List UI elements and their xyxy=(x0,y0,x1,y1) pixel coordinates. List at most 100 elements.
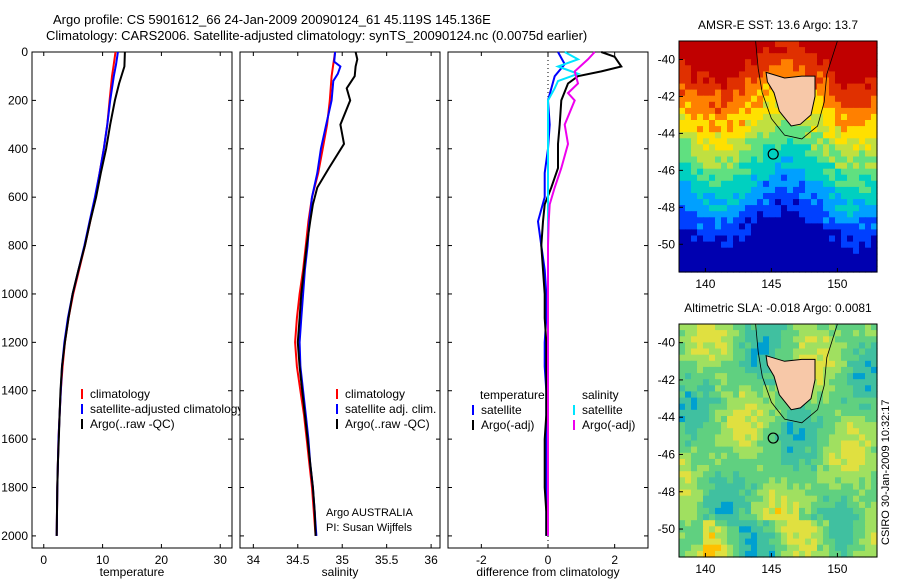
heatmap-cell xyxy=(865,336,872,343)
heatmap-cell xyxy=(811,101,818,109)
heatmap-cell xyxy=(775,186,782,194)
heatmap-cell xyxy=(775,495,782,503)
heatmap-cell xyxy=(685,514,692,521)
heatmap-cell xyxy=(823,71,830,79)
heatmap-cell xyxy=(775,507,782,515)
heatmap-cell xyxy=(745,391,752,399)
heatmap-cell xyxy=(739,144,746,151)
map-y-tick-label: -46 xyxy=(658,163,676,177)
heatmap-cell xyxy=(859,47,866,54)
heatmap-cell xyxy=(685,174,692,182)
heatmap-cell xyxy=(697,168,704,176)
heatmap-cell xyxy=(805,483,812,491)
heatmap-cell xyxy=(763,391,770,399)
heatmap-cell xyxy=(733,162,740,170)
heatmap-cell xyxy=(709,526,716,533)
heatmap-cell xyxy=(751,41,758,48)
heatmap-cell xyxy=(841,550,848,558)
heatmap-cell xyxy=(691,41,698,48)
heatmap-cell xyxy=(709,409,716,417)
heatmap-cell xyxy=(685,180,692,188)
heatmap-cell xyxy=(685,83,692,91)
heatmap-cell xyxy=(781,253,788,261)
heatmap-cell xyxy=(787,156,794,164)
heatmap-cell xyxy=(691,193,698,200)
heatmap-cell xyxy=(787,65,794,72)
heatmap-cell xyxy=(727,211,734,218)
heatmap-cell xyxy=(727,71,734,79)
heatmap-cell xyxy=(721,446,728,454)
heatmap-cell xyxy=(769,324,776,331)
heatmap-cell xyxy=(715,507,722,515)
heatmap-cell xyxy=(727,53,734,60)
heatmap-cell xyxy=(733,458,740,466)
heatmap-cell xyxy=(859,458,866,466)
heatmap-cell xyxy=(853,391,860,399)
heatmap-cell xyxy=(733,446,740,454)
heatmap-cell xyxy=(715,53,722,60)
heatmap-cell xyxy=(721,452,728,460)
heatmap-cell xyxy=(679,348,686,356)
heatmap-cell xyxy=(781,330,788,337)
heatmap-cell xyxy=(847,205,854,212)
heatmap-cell xyxy=(847,83,854,91)
heatmap-cell xyxy=(781,434,788,442)
heatmap-cell xyxy=(829,89,836,97)
heatmap-cell xyxy=(865,156,872,164)
heatmap-cell xyxy=(871,211,878,218)
annotation-line: Argo AUSTRALIA xyxy=(326,507,413,519)
heatmap-cell xyxy=(721,101,728,109)
heatmap-cell xyxy=(805,446,812,454)
heatmap-cell xyxy=(739,199,746,206)
heatmap-cell xyxy=(769,205,776,212)
heatmap-cell xyxy=(727,223,734,231)
y-tick-label: 2000 xyxy=(1,529,28,543)
heatmap-cell xyxy=(775,324,782,331)
heatmap-cell xyxy=(841,458,848,466)
heatmap-cell xyxy=(853,120,860,127)
heatmap-cell xyxy=(871,550,878,558)
heatmap-cell xyxy=(757,373,764,380)
heatmap-cell xyxy=(697,205,704,212)
heatmap-cell xyxy=(733,354,740,362)
heatmap-cell xyxy=(811,59,818,66)
heatmap-cell xyxy=(715,132,722,139)
heatmap-cell xyxy=(823,483,830,491)
heatmap-cell xyxy=(679,495,686,503)
heatmap-cell xyxy=(697,483,704,491)
heatmap-cell xyxy=(709,59,716,66)
heatmap-cell xyxy=(715,458,722,466)
heatmap-cell xyxy=(727,77,734,85)
heatmap-cell xyxy=(709,223,716,231)
heatmap-cell xyxy=(841,162,848,170)
heatmap-cell xyxy=(727,101,734,109)
heatmap-cell xyxy=(805,501,812,509)
heatmap-cell xyxy=(841,71,848,79)
heatmap-cell xyxy=(697,544,704,552)
heatmap-cell xyxy=(739,186,746,194)
heatmap-cell xyxy=(847,330,854,337)
heatmap-cell xyxy=(697,223,704,231)
heatmap-cell xyxy=(835,77,842,85)
heatmap-cell xyxy=(679,550,686,558)
heatmap-cell xyxy=(679,132,686,139)
heatmap-cell xyxy=(685,217,692,224)
heatmap-cell xyxy=(757,168,764,176)
heatmap-cell xyxy=(823,397,830,405)
heatmap-cell xyxy=(817,373,824,380)
heatmap-cell xyxy=(709,77,716,85)
heatmap-cell xyxy=(817,205,824,212)
heatmap-cell xyxy=(703,391,710,399)
heatmap-cell xyxy=(757,71,764,79)
heatmap-cell xyxy=(775,428,782,435)
heatmap-cell xyxy=(799,229,806,237)
heatmap-cell xyxy=(841,397,848,405)
heatmap-cell xyxy=(739,150,746,158)
heatmap-cell xyxy=(763,107,770,115)
heatmap-cell xyxy=(871,520,878,527)
heatmap-cell xyxy=(817,71,824,79)
heatmap-cell xyxy=(835,265,842,273)
heatmap-cell xyxy=(799,162,806,170)
heatmap-cell xyxy=(751,324,758,331)
heatmap-cell xyxy=(733,342,740,350)
